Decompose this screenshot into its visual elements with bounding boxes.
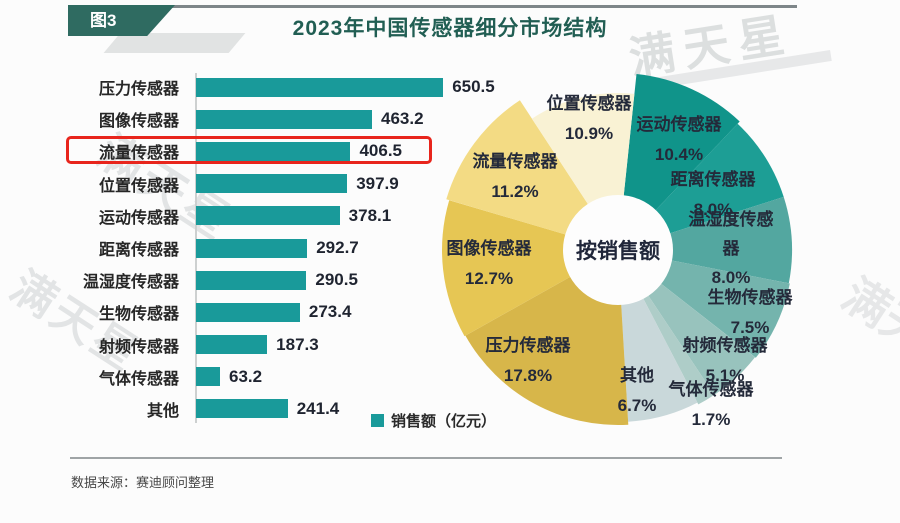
pie-label: 射频传感器 5.1% [683,331,768,391]
bar-category-label: 气体传感器 [98,370,179,388]
pie-label: 压力传感器 17.8% [486,331,571,391]
donut-center-label: 按销售额 [576,240,660,263]
bar-row: 生物传感器 273.4 [60,296,500,328]
data-source: 数据来源：赛迪顾问整理 [71,475,215,490]
bar-row: 流量传感器 406.5 [60,135,500,167]
legend: 销售额（亿元） [371,410,496,431]
bar-row: 距离传感器 292.7 [60,232,500,264]
pie-label: 温湿度传感器 8.0% [683,205,779,292]
bar-value: 273.4 [308,302,352,322]
bar-category-label: 其他 [146,402,179,420]
bar-category-label: 流量传感器 [98,145,179,163]
legend-swatch [371,414,384,427]
pie-label-name: 图像传感器 [446,239,532,258]
bar-category-label: 位置传感器 [98,177,179,195]
bar-rows: 压力传感器 650.5 图像传感器 463.2 流量传感器 406.5 位置传感器 397.9… [60,71,500,425]
pie-label: 图像传感器 12.7% [447,234,532,294]
chart-title: 2023年中国传感器细分市场结构 [292,17,608,40]
pie-label-pct: 12.7% [464,269,514,288]
pie-slice [618,196,793,284]
bar-category-label: 图像传感器 [98,113,179,131]
pie-label: 其他 6.7% [618,361,657,421]
bar-row: 气体传感器 63.2 [60,361,500,393]
bar-value: 397.9 [356,173,399,193]
pie-label-name: 流量传感器 [472,152,558,171]
bar [196,206,340,226]
header-rule [70,5,797,8]
donut-chart: 运动传感器 10.4% 距离传感器 8.0% 温湿度传感器 8.0% 生物传感器 7.5% 射频… [430,55,840,465]
bar [196,141,351,161]
bar [196,335,268,355]
pie-label-name: 压力传感器 [485,336,571,355]
pie-label: 流量传感器 11.2% [473,147,558,207]
bar [196,109,373,129]
pie-label-name: 气体传感器 [668,380,754,399]
pie-label-pct: 6.7% [617,396,657,415]
pie-label-pct: 8.0% [693,200,733,219]
donut-hole [563,195,673,305]
pie-label-pct: 10.4% [654,145,704,164]
pie-label-pct: 10.9% [564,124,614,143]
figure-badge: 图3 [68,5,175,36]
bar-value: 63.2 [229,366,263,386]
pie-label-pct: 11.2% [491,182,539,201]
pie-label-pct: 5.1% [705,366,745,385]
bar-value: 290.5 [315,270,358,290]
pie-label-name: 温湿度传感器 [688,210,774,258]
pie-label-name: 距离传感器 [670,170,756,189]
bar-category-label: 距离传感器 [98,242,179,260]
bar-row: 压力传感器 650.5 [60,71,500,103]
bar-value: 463.2 [381,109,424,129]
pie-label: 距离传感器 8.0% [671,165,756,225]
bar-row: 温湿度传感器 290.5 [60,264,500,296]
bar-value: 292.7 [316,238,359,258]
bar-row: 位置传感器 397.9 [60,168,500,200]
bar [196,77,444,97]
pie-label-pct: 8.0% [711,268,751,287]
bar-row: 其他 241.4 [60,393,500,425]
pie-label: 位置传感器 10.9% [547,89,632,149]
bar-category-label: 运动传感器 [98,209,179,227]
bar [196,174,348,194]
bar [196,302,300,322]
bar-category-label: 压力传感器 [98,81,179,99]
bar-value: 406.5 [359,141,403,161]
bar-row: 运动传感器 378.1 [60,200,500,232]
pie-slice [446,100,618,250]
bar-value: 187.3 [276,334,319,354]
pie-label: 气体传感器 1.7% [669,375,754,435]
bar-value: 241.4 [296,398,340,418]
bar [196,270,307,290]
pie-label-name: 其他 [620,366,654,385]
bar-category-label: 射频传感器 [98,338,179,356]
pie-label-pct: 1.7% [691,410,731,429]
pie-label: 运动传感器 10.4% [637,110,722,170]
bar-row: 图像传感器 463.2 [60,103,500,135]
bar [196,238,308,258]
bar [196,399,288,419]
pie-label-name: 生物传感器 [707,288,793,307]
pie-label: 生物传感器 7.5% [708,283,793,343]
donut-svg [442,74,793,426]
pie-label-pct: 17.8% [503,366,553,385]
bar-value: 650.5 [452,77,495,97]
bar-value: 378.1 [348,205,392,225]
bar [196,367,221,387]
watermark-text: 满天星 [833,268,900,387]
pie-label-name: 运动传感器 [636,115,722,134]
bar-category-label: 温湿度传感器 [82,274,179,292]
footer-rule [70,457,782,459]
bar-row: 射频传感器 187.3 [60,329,500,361]
bar-category-label: 生物传感器 [98,306,179,324]
pie-label-name: 位置传感器 [546,94,632,113]
pie-label-pct: 7.5% [730,318,770,337]
pie-label-name: 射频传感器 [682,336,768,355]
pie-slice [442,200,618,337]
legend-label: 销售额（亿元） [391,413,497,430]
